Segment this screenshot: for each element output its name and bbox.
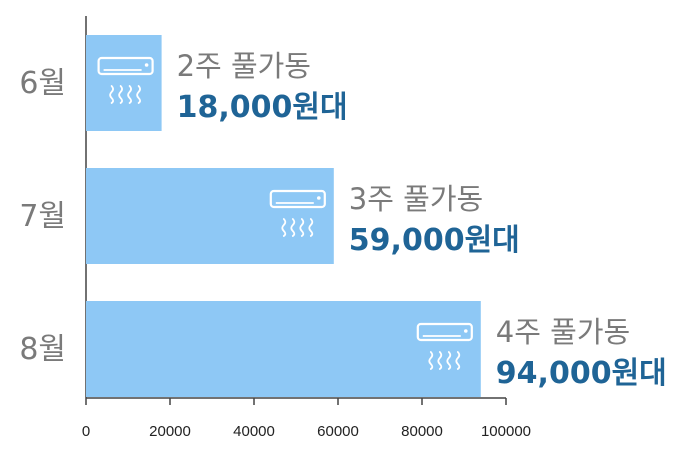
x-tick-label: 60000: [317, 423, 359, 440]
air-conditioner-icon: [269, 189, 326, 237]
x-tick-label: 0: [82, 423, 90, 440]
usage-label: 2주 풀가동: [177, 49, 311, 83]
air-conditioner-icon: [416, 322, 473, 370]
bar-1: [86, 35, 162, 131]
bar-3: [86, 301, 481, 397]
x-tick-label: 40000: [233, 423, 275, 440]
category-label: 7월: [19, 199, 66, 234]
cost-label: 18,000원대: [177, 90, 348, 125]
cost-label: 94,000원대: [496, 356, 667, 391]
air-conditioner-icon: [97, 56, 154, 104]
x-tick-label: 80000: [401, 423, 443, 440]
bar-2: [86, 168, 334, 264]
x-tick-label: 20000: [149, 423, 191, 440]
category-label: 6월: [19, 66, 66, 101]
usage-label: 3주 풀가동: [349, 182, 483, 216]
usage-label: 4주 풀가동: [496, 315, 630, 349]
category-label: 8월: [19, 332, 66, 367]
x-tick-label: 100000: [481, 423, 531, 440]
cost-label: 59,000원대: [349, 223, 520, 258]
